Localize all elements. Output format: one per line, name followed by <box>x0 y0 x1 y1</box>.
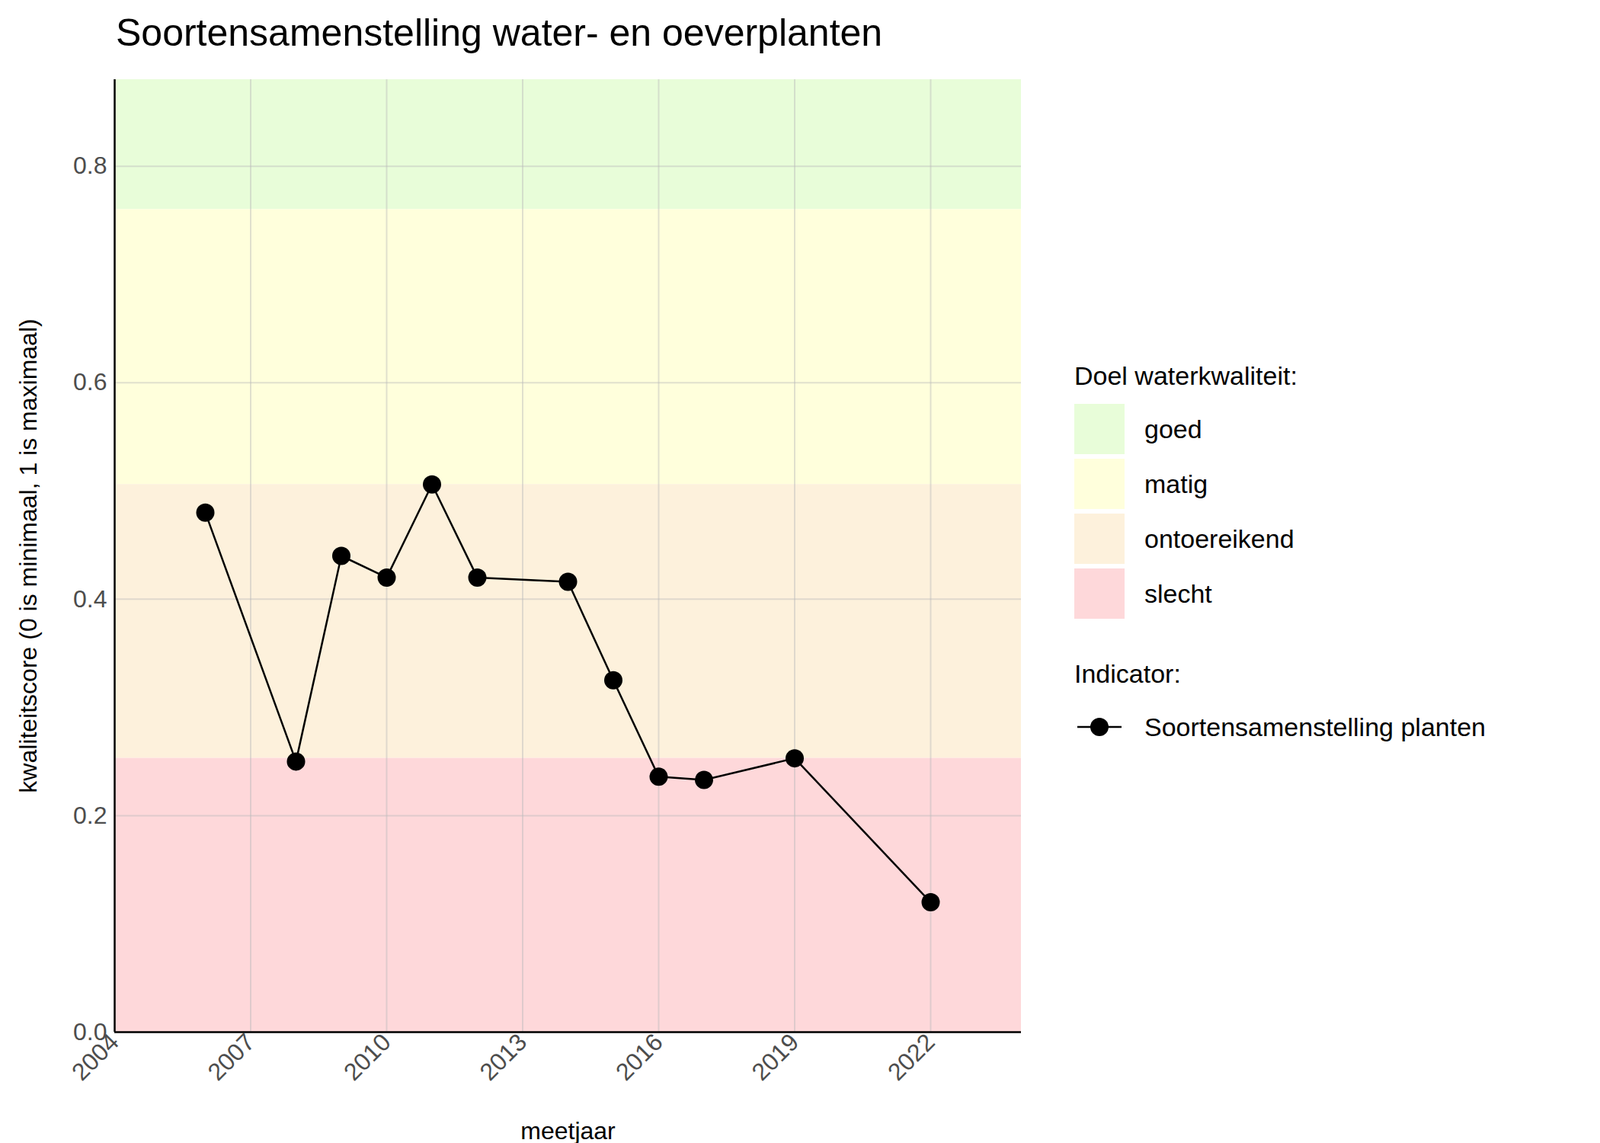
html-text:goed: goed <box>1144 414 1202 444</box>
svg-text:kwaliteitscore (0 is minimaal,: kwaliteitscore (0 is minimaal, 1 is maxi… <box>14 318 42 793</box>
svg-text:2010: 2010 <box>338 1027 397 1086</box>
html-text:Doel waterkwaliteit:: Doel waterkwaliteit: <box>1074 361 1298 391</box>
html-text:matig: matig <box>1144 468 1208 498</box>
svg-text:0.0: 0.0 <box>73 1017 108 1046</box>
svg-text:0.2: 0.2 <box>73 801 107 829</box>
svg-text:2013: 2013 <box>473 1027 532 1086</box>
svg-text:2022: 2022 <box>882 1027 941 1086</box>
html-text:Soortensamenstelling water- en: Soortensamenstelling water- en oeverplan… <box>115 11 883 55</box>
svg-text:0.6: 0.6 <box>73 368 107 396</box>
html-text:ontoereikend: ontoereikend <box>1144 523 1295 553</box>
html-text:Indicator:: Indicator: <box>1074 659 1181 688</box>
svg-text:0.8: 0.8 <box>73 151 107 180</box>
svg-text:2004: 2004 <box>66 1027 125 1086</box>
svg-text:2007: 2007 <box>201 1027 260 1086</box>
svg-text:meetjaar: meetjaar <box>520 1116 616 1143</box>
html-text:slecht: slecht <box>1144 578 1213 608</box>
svg-text:2019: 2019 <box>745 1027 804 1086</box>
svg-text:0.4: 0.4 <box>73 585 107 613</box>
html-text:Soortensamenstelling planten: Soortensamenstelling planten <box>1144 712 1486 741</box>
svg-text:2016: 2016 <box>610 1027 669 1086</box>
